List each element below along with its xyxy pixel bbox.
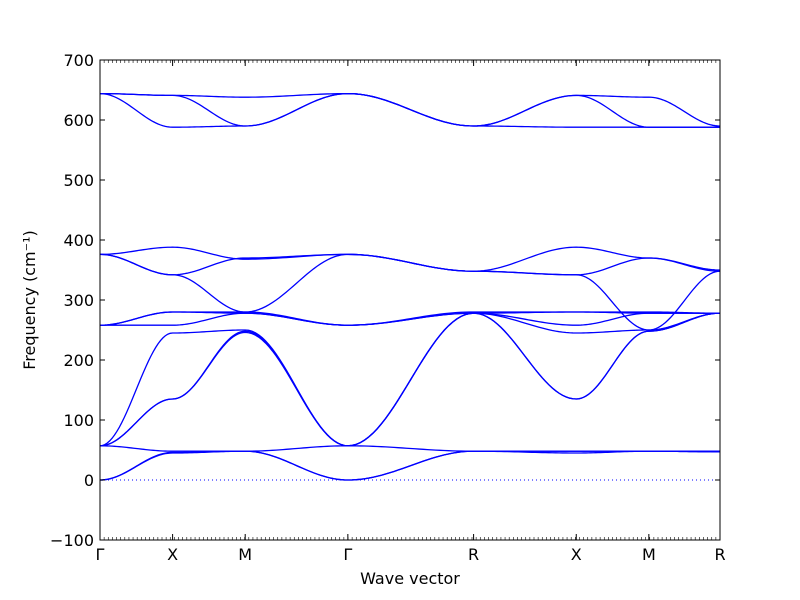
x-tick-label: X (167, 545, 178, 564)
series-layer (99, 92, 721, 481)
y-axis-title: Frequency (cm⁻¹) (20, 230, 39, 369)
x-tick-label: R (714, 545, 725, 564)
band-series-3 (99, 445, 720, 452)
y-tick-label: 400 (63, 231, 94, 250)
x-axis-title: Wave vector (360, 569, 460, 588)
x-tick-label: Γ (96, 545, 105, 564)
x-tick-label: Γ (343, 545, 352, 564)
y-tick-label: 600 (63, 111, 94, 130)
plot-frame (99, 59, 721, 541)
band-series-6 (99, 312, 721, 447)
x-tick-label: X (571, 545, 582, 564)
y-tick-label: 300 (63, 291, 94, 310)
band-series-9 (99, 311, 720, 326)
x-tick-label: M (642, 545, 656, 564)
band-series-12 (99, 246, 721, 272)
y-tick-label: 100 (63, 411, 94, 430)
band-series-15 (100, 92, 721, 127)
y-tick-label: −100 (50, 531, 94, 550)
y-tick-label: 700 (63, 51, 94, 70)
y-tick-label: 0 (84, 471, 94, 490)
y-tick-layer: −100 0 100 200 300 400 500 600 700 (50, 51, 720, 550)
x-tick-label: R (468, 545, 479, 564)
y-tick-label: 200 (63, 351, 94, 370)
y-tick-label: 500 (63, 171, 94, 190)
x-tick-label: M (238, 545, 252, 564)
